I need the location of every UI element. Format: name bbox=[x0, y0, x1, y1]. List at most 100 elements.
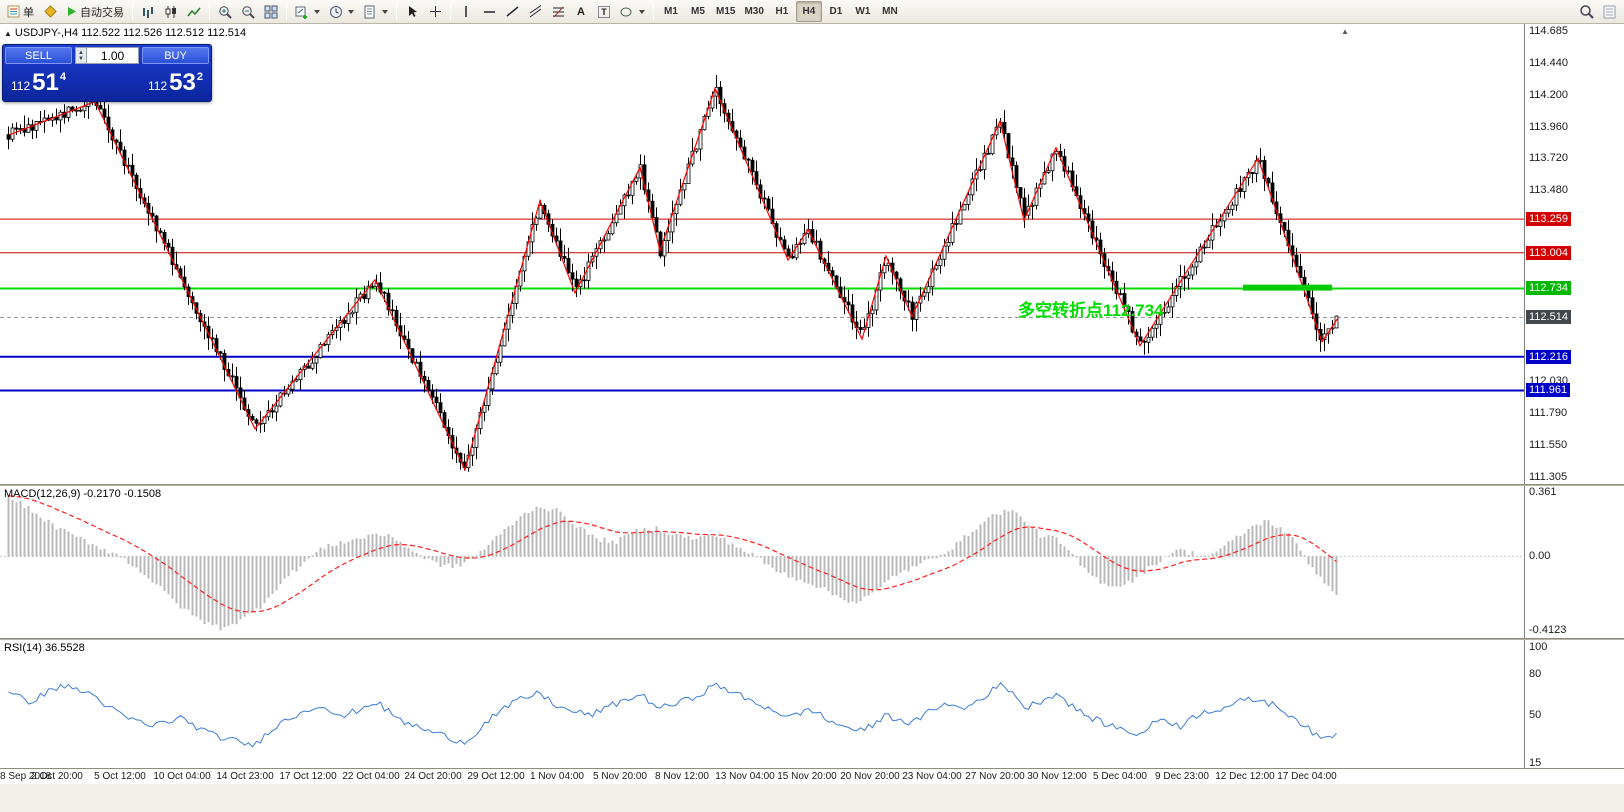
price-tick: 111.305 bbox=[1529, 471, 1568, 483]
timeframe-button-d1[interactable]: D1 bbox=[823, 1, 849, 22]
profiles-button[interactable] bbox=[325, 1, 358, 22]
time-label: 17 Dec 04:00 bbox=[1277, 771, 1337, 782]
chart-background[interactable] bbox=[0, 24, 1524, 784]
time-axis[interactable]: 8 Sep 2018 2 Oct 20:00 5 Oct 12:00 10 Oct 0… bbox=[0, 768, 1624, 784]
time-label: 5 Dec 04:00 bbox=[1093, 771, 1147, 782]
shapes-button[interactable] bbox=[616, 1, 649, 22]
channel-button[interactable] bbox=[524, 1, 546, 22]
new-order-icon bbox=[7, 5, 20, 18]
buy-price[interactable]: 112 53 2 bbox=[140, 66, 211, 103]
buy-button[interactable]: BUY bbox=[142, 47, 209, 64]
timeframe-button-m5[interactable]: M5 bbox=[685, 1, 711, 22]
new-order-button[interactable]: 单 bbox=[3, 1, 38, 22]
price-badge: 112.216 bbox=[1526, 349, 1571, 364]
bar-chart-button[interactable] bbox=[137, 1, 159, 22]
zoom-out-icon bbox=[242, 5, 255, 19]
buy-price-sup: 2 bbox=[196, 71, 203, 83]
chart-title-text: USDJPY-,H4 112.522 112.526 112.512 112.5… bbox=[14, 27, 247, 39]
templates-icon bbox=[364, 5, 375, 18]
text-button[interactable]: A bbox=[570, 1, 592, 22]
vertical-line-button[interactable] bbox=[455, 1, 477, 22]
collapse-triangle-icon[interactable]: ▲ bbox=[4, 29, 12, 38]
data-window-button[interactable] bbox=[1599, 1, 1621, 22]
timeframe-group: M1 M5 M15 M30 H1 H4 D1 W1 MN bbox=[658, 1, 903, 22]
dropdown-caret-icon bbox=[314, 9, 320, 14]
crosshair-button[interactable] bbox=[424, 1, 446, 22]
time-label: 27 Nov 20:00 bbox=[965, 771, 1025, 782]
cursor-button[interactable] bbox=[401, 1, 423, 22]
chart-title: ▲ USDJPY-,H4 112.522 112.526 112.512 112.… bbox=[4, 27, 246, 39]
horizontal-line-button[interactable] bbox=[478, 1, 500, 22]
channel-icon bbox=[529, 5, 541, 18]
time-label: 20 Nov 20:00 bbox=[840, 771, 900, 782]
zoom-in-button[interactable] bbox=[214, 1, 236, 22]
profiles-clock-icon bbox=[330, 5, 342, 18]
toolbar-separator bbox=[132, 3, 133, 20]
fibonacci-button[interactable] bbox=[547, 1, 569, 22]
price-tick: 111.550 bbox=[1529, 438, 1568, 451]
toolbar-separator bbox=[653, 3, 654, 20]
zoom-out-button[interactable] bbox=[237, 1, 259, 22]
time-label: 30 Nov 12:00 bbox=[1027, 771, 1087, 782]
rsi-indicator-panel[interactable] bbox=[0, 640, 1524, 768]
volume-input[interactable] bbox=[87, 47, 139, 64]
search-button[interactable] bbox=[1575, 1, 1598, 22]
candlestick-chart-button[interactable] bbox=[160, 1, 182, 22]
chart-shift-marker-icon[interactable]: ▲ bbox=[1341, 27, 1349, 36]
time-label: 12 Dec 12:00 bbox=[1215, 771, 1275, 782]
timeframe-button-h4[interactable]: H4 bbox=[795, 1, 822, 22]
timeframe-button-m15[interactable]: M15 bbox=[712, 1, 739, 22]
main-toolbar: 单 自动交易 bbox=[0, 0, 1624, 24]
toolbar-separator bbox=[209, 3, 210, 20]
panel-separator[interactable] bbox=[0, 484, 1624, 486]
horizontal-line-icon bbox=[483, 10, 495, 13]
time-label: 17 Oct 12:00 bbox=[279, 771, 337, 782]
timeframe-button-mn[interactable]: MN bbox=[877, 1, 903, 22]
time-label: 14 Oct 23:00 bbox=[216, 771, 274, 782]
rsi-axis-tick: 50 bbox=[1529, 709, 1542, 722]
templates-button[interactable] bbox=[359, 1, 392, 22]
price-badge: 111.961 bbox=[1526, 383, 1571, 398]
time-label: 8 Nov 12:00 bbox=[655, 771, 709, 782]
line-chart-icon bbox=[187, 7, 201, 16]
fibonacci-icon bbox=[552, 6, 564, 18]
cursor-icon bbox=[408, 6, 417, 17]
sell-price[interactable]: 112 51 4 bbox=[3, 66, 74, 103]
time-label: 15 Nov 20:00 bbox=[777, 771, 837, 782]
line-chart-button[interactable] bbox=[183, 1, 205, 22]
stepper-down-icon[interactable]: ▼ bbox=[78, 55, 84, 62]
panel-separator[interactable] bbox=[0, 638, 1624, 640]
timeframe-button-w1[interactable]: W1 bbox=[850, 1, 876, 22]
timeframe-button-h1[interactable]: H1 bbox=[769, 1, 795, 22]
new-chart-button[interactable] bbox=[291, 1, 324, 22]
sell-price-prefix: 112 bbox=[11, 79, 31, 93]
price-tick: 114.200 bbox=[1529, 88, 1568, 101]
label-button[interactable]: T bbox=[593, 1, 615, 22]
autotrading-play-icon bbox=[68, 7, 76, 16]
tile-windows-button[interactable] bbox=[260, 1, 282, 22]
timeframe-button-m1[interactable]: M1 bbox=[658, 1, 684, 22]
dropdown-caret-icon bbox=[382, 9, 388, 14]
zoom-in-icon bbox=[219, 5, 232, 19]
price-badge: 113.004 bbox=[1526, 245, 1571, 260]
symbols-button[interactable] bbox=[39, 1, 61, 22]
autotrading-button[interactable]: 自动交易 bbox=[62, 1, 128, 22]
new-order-label: 单 bbox=[23, 6, 34, 19]
stepper-up-icon[interactable]: ▲ bbox=[78, 49, 84, 56]
macd-indicator-panel[interactable] bbox=[0, 486, 1524, 638]
search-icon bbox=[1580, 5, 1594, 19]
volume-stepper[interactable]: ▲ ▼ bbox=[75, 47, 87, 64]
time-label: 5 Nov 20:00 bbox=[593, 771, 647, 782]
sell-price-big: 51 bbox=[32, 69, 59, 96]
timeframe-button-m30[interactable]: M30 bbox=[740, 1, 767, 22]
trendline-button[interactable] bbox=[501, 1, 523, 22]
price-scale[interactable]: 114.685 114.440 114.200 113.960 113.720 113.4… bbox=[1524, 24, 1624, 769]
shapes-icon bbox=[620, 7, 632, 17]
time-label: 1 Nov 04:00 bbox=[530, 771, 584, 782]
tile-windows-icon bbox=[264, 5, 278, 18]
time-label: 23 Nov 04:00 bbox=[902, 771, 962, 782]
sell-button[interactable]: SELL bbox=[5, 47, 72, 64]
rsi-axis-tick: 100 bbox=[1529, 641, 1548, 653]
price-chart[interactable] bbox=[0, 24, 1524, 484]
